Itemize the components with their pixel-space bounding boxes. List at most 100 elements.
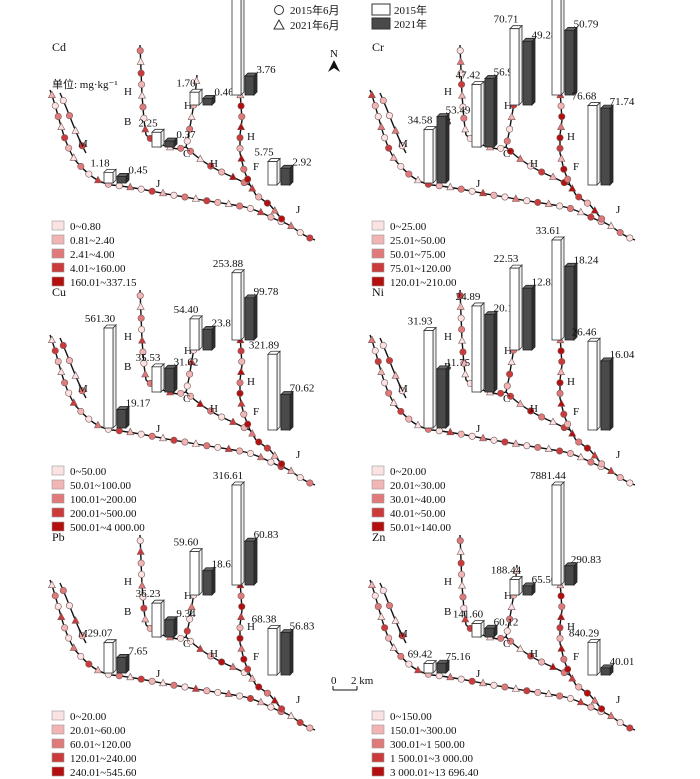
legend-2021-triangle-label: 2021年6月 (290, 18, 340, 32)
site-2015-marker (51, 592, 59, 600)
site-2015-marker (240, 165, 248, 173)
bar-pair-b: 35.53 31.62 (136, 352, 198, 393)
site-2021-marker (413, 420, 422, 429)
site-2015-marker (137, 430, 145, 438)
bar-2015-side (432, 326, 437, 429)
site-2021-marker (196, 154, 205, 162)
bar-2015-value: 59.60 (174, 537, 199, 549)
bar-2021-value: 71.74 (610, 96, 635, 108)
site-2021-marker (126, 427, 135, 436)
site-2015-marker (405, 415, 413, 423)
bar-pair-c: 1.70 0.46 (176, 77, 234, 106)
bar-2021-value: 19.17 (126, 398, 151, 410)
site-2015-marker (246, 694, 254, 702)
site-2015-marker (238, 358, 246, 366)
bar-2015-side (432, 125, 437, 184)
site-2015-marker (460, 359, 468, 367)
site-2015-marker (583, 689, 591, 697)
site-2015-marker (556, 624, 564, 632)
class-swatch (371, 507, 385, 518)
site-2021-marker (224, 199, 233, 207)
site-2015-marker (181, 193, 189, 201)
site-2015-marker (236, 634, 244, 642)
bar-2021 (436, 368, 447, 429)
site-2015-marker (177, 389, 185, 397)
bar-2015 (189, 318, 200, 351)
site-2015-marker (207, 407, 215, 415)
site-2015-marker (371, 102, 379, 110)
bar-2015-side (240, 0, 245, 96)
site-2015-marker (61, 624, 69, 632)
river-code-H: H (184, 590, 192, 602)
class-swatch (51, 234, 65, 245)
bar-2021 (116, 409, 127, 429)
legend-circle-icon (274, 5, 284, 15)
site-2015-marker (556, 692, 564, 700)
site-2021-marker (196, 644, 205, 652)
site-2021-marker (446, 182, 455, 191)
bar-2021-side (253, 72, 258, 96)
site-2021-marker (458, 581, 467, 589)
north-arrow: N (328, 48, 340, 72)
bar-2021-value: 11.75 (446, 357, 471, 369)
river-code-B: B (124, 116, 131, 128)
site-2015-marker (457, 675, 465, 683)
site-2015-marker (556, 379, 564, 387)
site-2021-marker (224, 444, 233, 452)
bar-2021 (600, 360, 611, 431)
site-2015-marker (506, 370, 514, 378)
site-2015-marker (497, 634, 505, 642)
site-2015-marker (85, 660, 93, 668)
site-2015-marker (183, 137, 191, 145)
bar-2015-side (596, 638, 601, 676)
site-2015-marker (148, 677, 156, 685)
river-code-H: H (504, 100, 512, 112)
site-2021-marker (507, 357, 516, 365)
site-2015-marker (77, 407, 85, 415)
bar-2021-value: 7.65 (128, 645, 148, 657)
bar-pair-b: 2.25 0.37 (138, 117, 196, 148)
site-2015-marker (278, 460, 286, 468)
site-2021-marker (237, 399, 246, 407)
site-2021-marker (126, 672, 135, 681)
site-2015-marker (236, 624, 244, 632)
site-2015-marker (397, 407, 405, 415)
class-range-label: 60.01~120.00 (70, 739, 131, 751)
site-2021-marker (507, 602, 516, 610)
bar-2021 (280, 167, 291, 186)
site-2015-marker (263, 199, 271, 207)
class-range-label: 0~20.00 (70, 711, 107, 723)
site-2015-marker (507, 637, 515, 645)
site-2015-marker (236, 692, 244, 700)
bar-2015 (103, 642, 114, 674)
class-range-label: 40.01~50.00 (390, 508, 446, 520)
bar-2015 (551, 239, 562, 341)
bar-2015-value: 24.89 (456, 291, 481, 303)
bar-2021 (436, 662, 447, 674)
bar-2021-value: 53.49 (446, 105, 471, 117)
site-2021-marker (159, 433, 168, 442)
class-swatch (371, 521, 385, 532)
bar-2015-side (112, 638, 117, 674)
class-range-label: 0~0.80 (70, 221, 101, 233)
river-code-J: J (156, 178, 161, 190)
site-2015-marker (218, 658, 226, 666)
bar-2021-value: 75.16 (446, 651, 471, 663)
class-range-label: 50.01~140.00 (390, 522, 451, 534)
site-2015-marker (240, 410, 248, 418)
class-range-label: 0~25.00 (390, 221, 427, 233)
river-code-M: M (78, 383, 88, 395)
site-2015-marker (564, 420, 572, 428)
site-2021-marker (557, 122, 566, 130)
site-2015-marker (564, 175, 572, 183)
bar-2021-side (173, 364, 178, 393)
site-2015-marker (558, 603, 566, 611)
bar-2021-side (289, 628, 294, 676)
site-2015-marker (566, 449, 574, 457)
site-2021-marker (516, 154, 525, 162)
site-2021-marker (57, 612, 66, 620)
scale-bar: 0 2 km (331, 675, 374, 691)
site-2021-marker (138, 336, 147, 344)
bar-2015 (471, 623, 482, 638)
site-2015-marker (218, 413, 226, 421)
